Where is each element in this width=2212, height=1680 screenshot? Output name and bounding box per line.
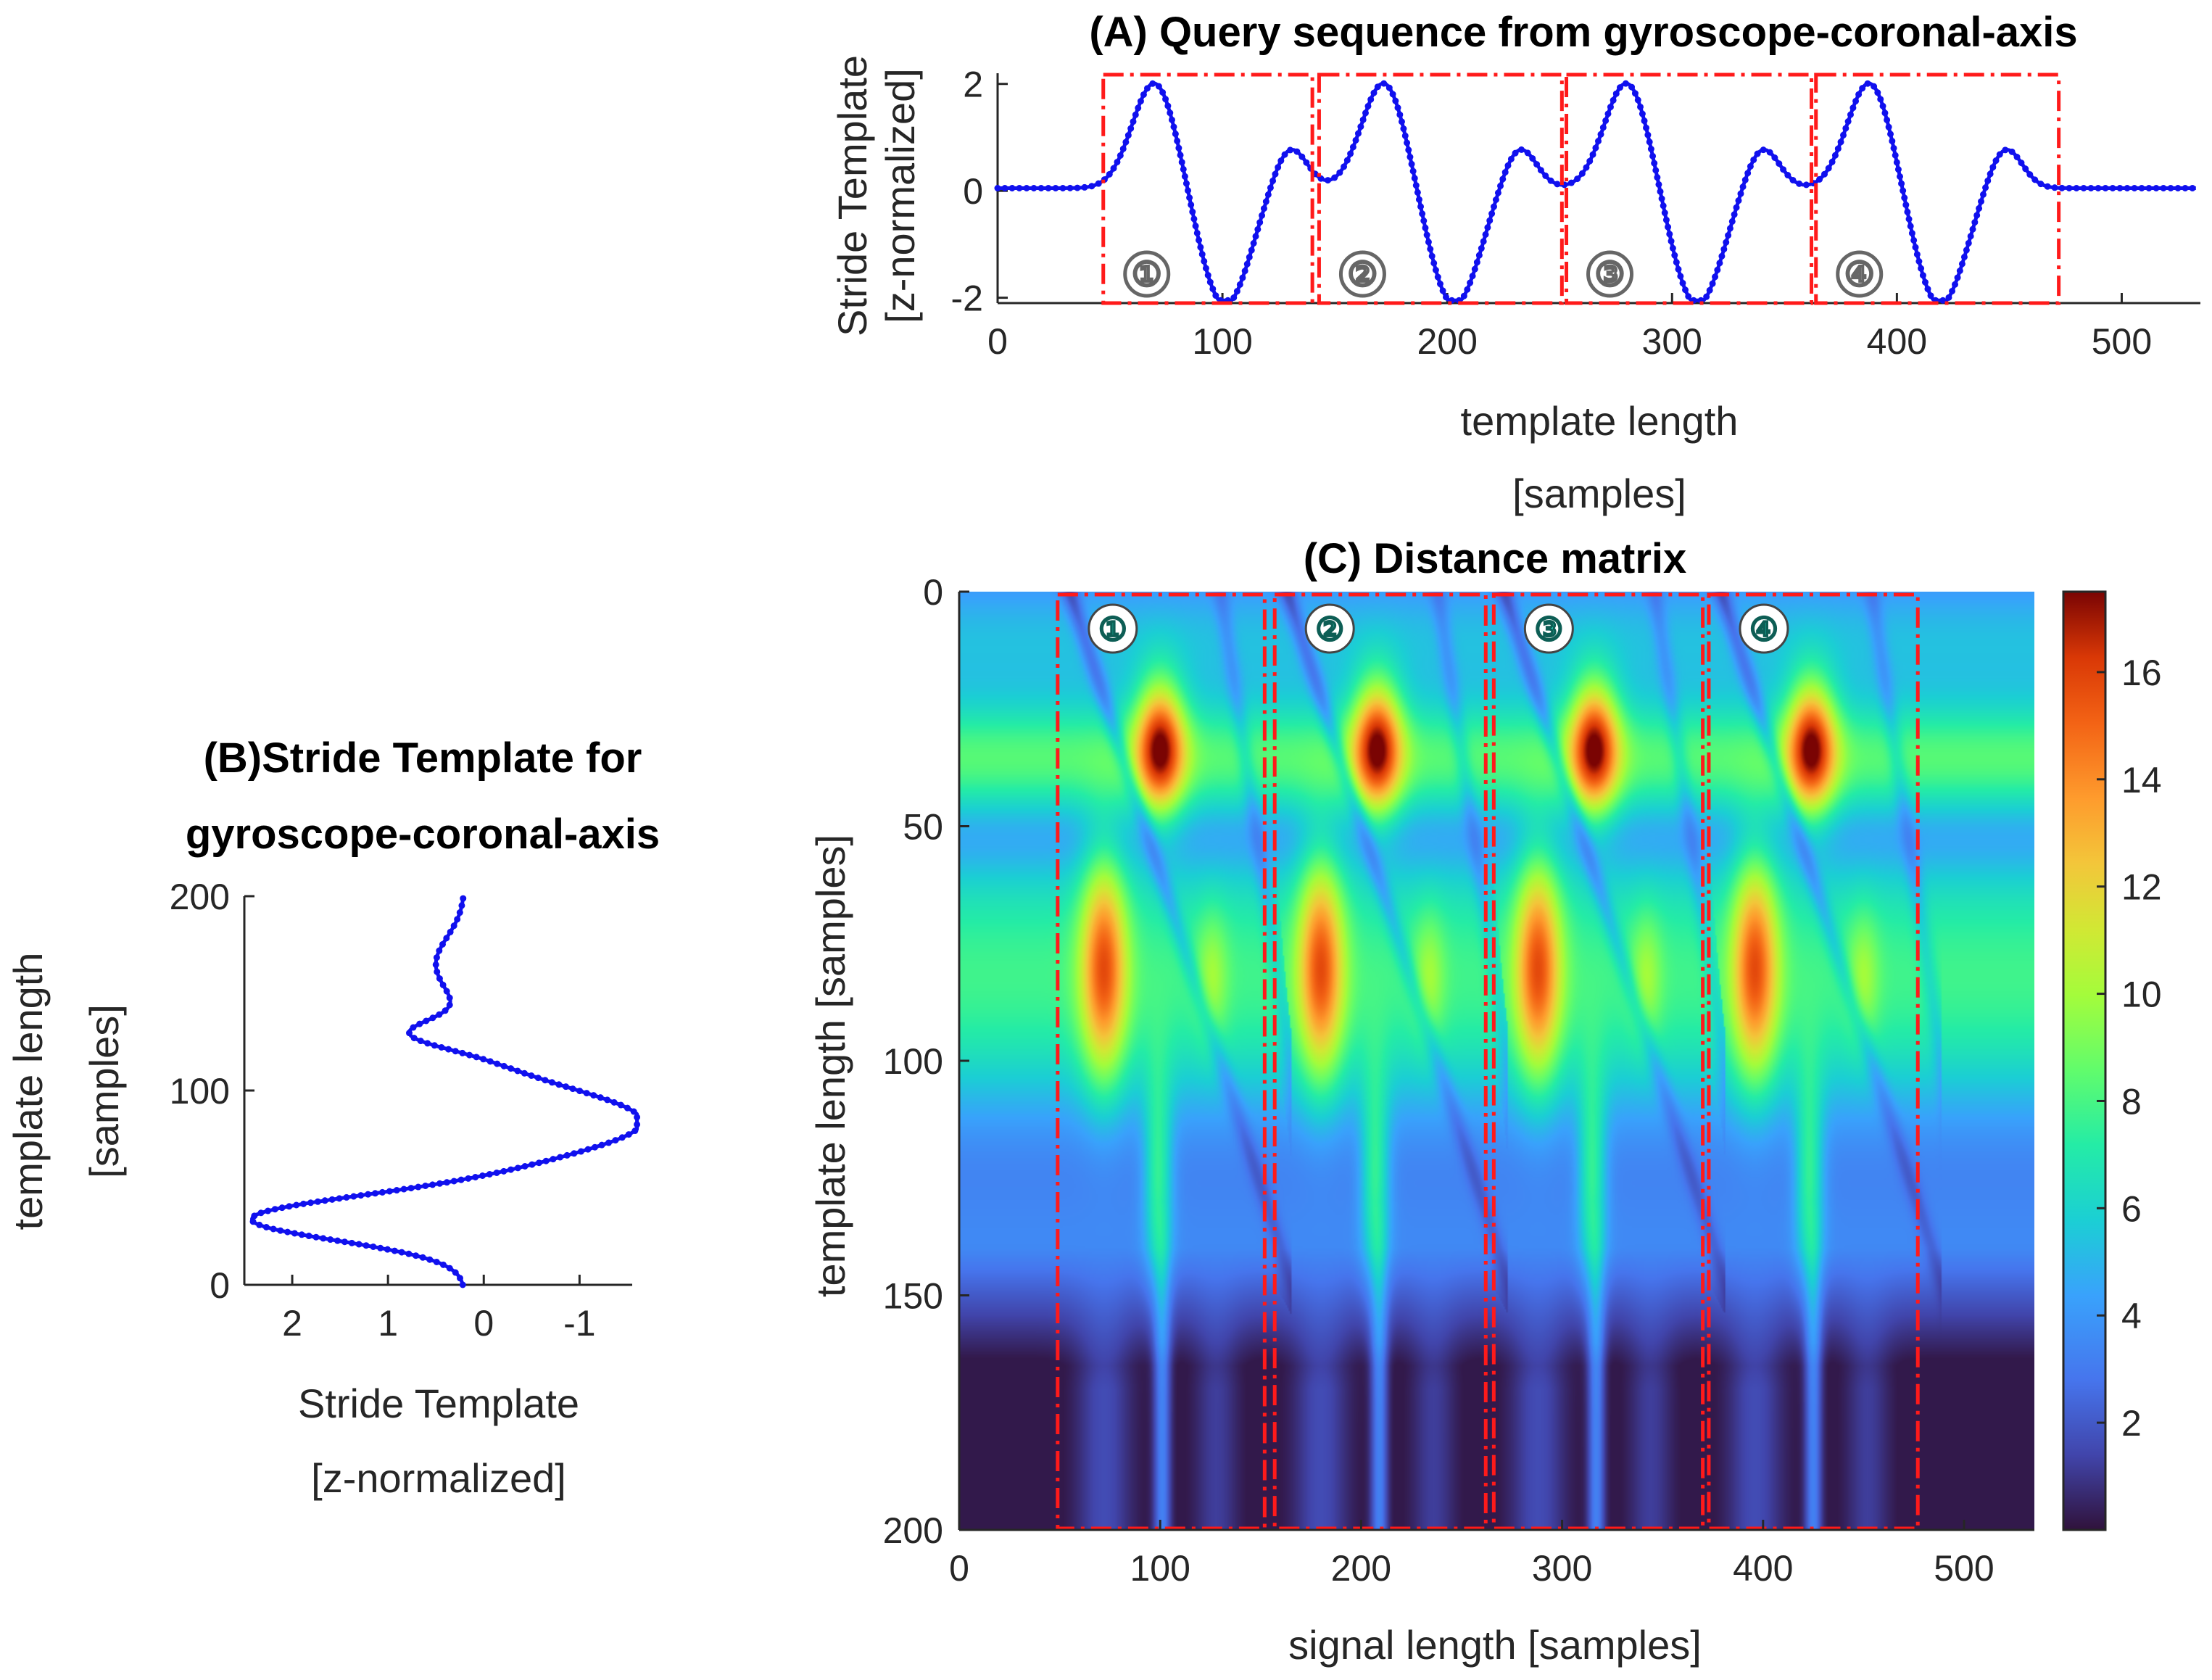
panel-a-ylabel-line1: Stride Template [829,55,875,336]
colorbar-tick-label: 6 [2121,1188,2142,1229]
panel-b-ytick-label: 0 [210,1265,230,1306]
panel-a-xtick-label: 300 [1642,321,1702,362]
panel-c-stride-box [1491,592,1705,1531]
colorbar-tick-label: 16 [2121,653,2162,693]
panel-c-ytick-label: 0 [923,572,943,613]
panel-c-ytick-label: 150 [883,1276,943,1317]
panel-a-xtick-label: 400 [1867,321,1927,362]
panel-c-title: (C) Distance matrix [1304,535,1687,582]
panel-c-ytick-label: 200 [883,1510,943,1551]
colorbar-tick-label: 8 [2121,1081,2142,1122]
panel-c-xtick-label: 400 [1733,1548,1793,1589]
panel-a-xtick-label: 0 [987,321,1008,362]
panel-a-stride-badge-number: ④ [1844,255,1874,294]
panel-a-stride-badge-number: ① [1132,255,1161,294]
panel-a-stride-badge-number: ③ [1595,255,1625,294]
panel-b-ylabel-line2: [samples] [81,1004,127,1178]
panel-a-stride-badge [1836,250,1884,298]
panel-c-stride-badge-number: ① [1098,611,1127,648]
panel-c-xtick-label: 100 [1130,1548,1190,1589]
panel-a-xtick-label: 100 [1192,321,1252,362]
panel-b-ylabel-line1: template length [5,953,51,1230]
panel-b-xtick-label: 0 [473,1303,494,1344]
colorbar-tick-label: 10 [2121,975,2162,1015]
panel-b-xlabel-line2: [z-normalized] [311,1455,566,1501]
panel-b: (B)Stride Template for gyroscope-coronal… [5,735,660,1501]
panel-a: (A) Query sequence from gyroscope-corona… [829,9,2200,516]
panel-b-xtick-label: -1 [563,1303,595,1344]
panel-c-stride-box [1056,592,1267,1531]
panel-c-stride-badge [1088,603,1138,654]
panel-a-stride-badge [1123,250,1171,298]
panel-b-axes: 2 1 0 -1 0 100 200 [170,877,632,1344]
panel-a-stride-badge [1338,250,1386,298]
panel-c-xtick-label: 200 [1331,1548,1391,1589]
panel-a-xtick-label: 500 [2092,321,2152,362]
panel-a-stride-boxes: ① ② ③ ④ [1101,73,2061,305]
panel-b-ytick-label: 200 [170,877,230,917]
panel-c-stride-boxes: ① ② ③ ④ [1056,592,1920,1531]
panel-c-stride-badge-number: ④ [1749,611,1778,648]
colorbar [2062,590,2107,1531]
panel-c-axes: 0 100 200 300 400 500 0 50 100 150 200 [883,572,2034,1589]
panel-a-ytick-label: -2 [951,278,983,319]
panel-c-ytick-label: 100 [883,1041,943,1082]
panel-a-stride-box [1317,73,1564,305]
panel-b-xtick-label: 1 [378,1303,398,1344]
panel-a-ylabel: Stride Template [z-normalized] [829,55,923,336]
panel-c-xtick-label: 500 [1934,1548,1994,1589]
panel-a-xlabel-line2: [samples] [1512,471,1686,516]
panel-a-xlabel-line1: template length [1461,398,1739,444]
panel-c-heatmap [959,592,2034,1530]
panel-a-stride-box [1565,73,1814,305]
panel-a-stride-badge-number: ② [1348,255,1378,294]
panel-b-title-line1: (B)Stride Template for [204,735,642,782]
colorbar-tick-label: 4 [2121,1296,2142,1336]
panel-a-ytick-label: 0 [963,171,983,212]
panel-c-stride-badge [1304,603,1355,654]
panel-c-stride-badge [1523,603,1574,654]
panel-c-ylabel: template length [samples] [808,835,853,1297]
colorbar-tick-label: 2 [2121,1403,2142,1444]
panel-b-ytick-label: 100 [170,1071,230,1112]
colorbar-tick-label: 14 [2121,760,2162,800]
panel-b-xtick-label: 2 [282,1303,302,1344]
panel-c-stride-badge-number: ② [1315,611,1343,648]
panel-c-xtick-label: 0 [949,1548,969,1589]
panel-c-stride-box [1272,592,1488,1531]
panel-a-stride-badge [1586,250,1634,298]
panel-c-xlabel: signal length [samples] [1288,1622,1702,1668]
panel-a-ytick-label: 2 [963,65,983,105]
panel-b-series-markers [249,893,641,1288]
panel-a-series-markers [994,80,2200,304]
panel-a-stride-box [1101,73,1314,305]
panel-c-xtick-label: 300 [1532,1548,1592,1589]
panel-a-xtick-label: 200 [1417,321,1477,362]
panel-b-ylabel: template length [samples] [5,953,127,1230]
panel-a-stride-box [1814,73,2061,305]
panel-c-stride-badge [1739,603,1789,654]
panel-b-xlabel-line1: Stride Template [298,1381,579,1426]
panel-c-stride-badge-number: ③ [1535,611,1563,648]
panel-a-title: (A) Query sequence from gyroscope-corona… [1089,9,2077,56]
panel-c-stride-box [1707,592,1920,1531]
panel-a-ylabel-line2: [z-normalized] [877,68,923,323]
colorbar-tick-label: 12 [2121,867,2162,908]
panel-b-title-line2: gyroscope-coronal-axis [186,811,660,858]
panel-c-ytick-label: 50 [903,807,943,848]
panel-c: (C) Distance matrix template length [sam… [808,535,2162,1668]
colorbar-axis: 2 4 6 8 10 12 14 16 [2097,653,2162,1444]
